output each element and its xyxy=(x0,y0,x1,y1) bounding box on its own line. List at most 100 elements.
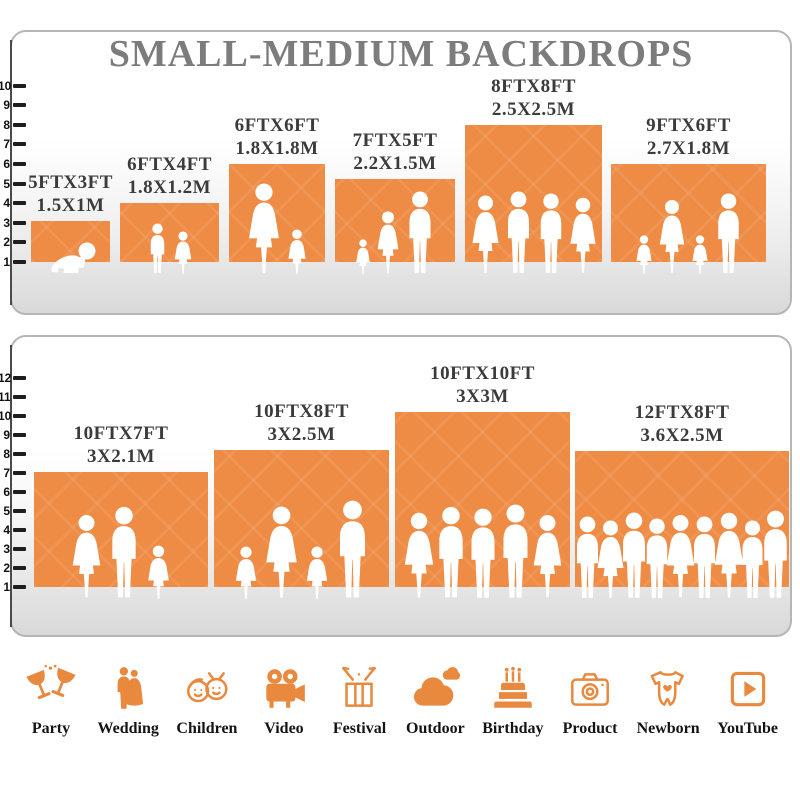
woman-silhouette-icon xyxy=(72,515,101,598)
ruler-tick xyxy=(13,585,26,589)
ruler-tick xyxy=(13,181,26,186)
ruler-tick xyxy=(13,83,26,88)
category-newborn: Newborn xyxy=(637,658,700,738)
size-meters: 2.5X2.5M xyxy=(491,99,576,120)
ruler-tick-label: 1 xyxy=(3,255,10,269)
ruler-tick xyxy=(13,220,26,225)
woman-silhouette-icon xyxy=(569,197,596,273)
size-meters: 3X2.1M xyxy=(87,446,155,467)
page-title: SMALL-MEDIUM BACKDROPS xyxy=(108,33,694,75)
woman-silhouette-icon xyxy=(404,512,433,598)
woman-silhouette-icon xyxy=(377,211,399,274)
man-silhouette-icon xyxy=(717,193,739,273)
size-meters: 3X2.5M xyxy=(267,424,336,445)
backdrop-size-label: 10FTX8FT 3X2.5M xyxy=(109,400,494,446)
woman-silhouette-icon xyxy=(659,199,684,273)
backdrop-size-label: 7FTX5FT 2.2X1.5M xyxy=(263,129,527,175)
birthday-icon xyxy=(488,658,538,714)
backdrop-6ftx6ft: 6FTX6FT 1.8X1.8M xyxy=(229,115,325,275)
category-label: Festival xyxy=(332,720,387,737)
youtube-icon xyxy=(723,658,773,714)
backdrop-rect xyxy=(120,203,219,262)
ruler-tick xyxy=(13,376,26,380)
size-feet: 10FTX8FT xyxy=(254,401,349,422)
festival-icon xyxy=(334,658,384,714)
silhouette-group xyxy=(146,223,194,275)
backdrop-size-label: 5FTX3FT 1.5X1M xyxy=(0,171,157,217)
man-silhouette-icon xyxy=(503,504,527,598)
ruler-tick xyxy=(13,528,26,532)
category-label: Video xyxy=(264,720,304,737)
category-birthday: Birthday xyxy=(482,658,544,738)
ruler-tick xyxy=(13,490,26,494)
category-outdoor: Outdoor xyxy=(406,658,465,738)
ruler-tick xyxy=(13,122,26,127)
girl-silhouette-icon xyxy=(636,235,651,275)
ruler-axis-line xyxy=(10,345,12,627)
size-meters: 3.6X2.5M xyxy=(640,425,724,446)
girl-silhouette-icon xyxy=(288,229,306,275)
backdrop-size-label: 10FTX7FT 3X2.1M xyxy=(0,422,312,468)
ruler-tick-label: 2 xyxy=(3,235,10,250)
silhouette-group xyxy=(246,183,309,275)
backdrop-6ftx4ft: 6FTX4FT 1.8X1.2M xyxy=(120,154,219,275)
ruler-tick xyxy=(13,452,26,456)
girl-silhouette-icon xyxy=(306,546,327,599)
category-label: Outdoor xyxy=(406,720,465,737)
ruler-tick xyxy=(13,566,26,570)
ruler-tick xyxy=(13,201,26,206)
silhouette-group xyxy=(45,241,97,275)
ruler-tick-label: 8 xyxy=(3,447,10,461)
ruler-tick-label: 12 xyxy=(0,371,12,385)
ruler-tick-label: 7 xyxy=(3,137,10,152)
backdrop-7ftx5ft: 7FTX5FT 2.2X1.5M xyxy=(335,130,455,275)
man-silhouette-icon xyxy=(540,193,561,273)
backdrop-8ftx8ft: 8FTX8FT 2.5X2.5M xyxy=(465,76,602,273)
backdrop-rect xyxy=(335,179,455,262)
ruler-tick xyxy=(13,162,26,166)
ruler-tick-label: 4 xyxy=(3,523,10,537)
backdrop-size-label: 6FTX6FT 1.8X1.8M xyxy=(171,114,382,160)
man-silhouette-icon xyxy=(339,500,365,598)
ruler-tick-label: 6 xyxy=(3,485,10,499)
size-meters: 2.7X1.8M xyxy=(646,138,731,159)
ruler-tick xyxy=(13,509,26,513)
size-feet: 7FTX5FT xyxy=(352,130,438,151)
backdrop-size-label: 10FTX10FT 3X3M xyxy=(290,362,675,408)
backdrop-rect xyxy=(611,164,766,262)
backdrop-size-label: 8FTX8FT 2.5X2.5M xyxy=(383,75,684,121)
ruler-tick-label: 1 xyxy=(3,580,10,594)
category-label: Children xyxy=(176,720,238,737)
category-wedding: Wedding xyxy=(98,658,159,738)
silhouette-group xyxy=(401,504,564,600)
category-youtube: YouTube xyxy=(717,658,778,738)
category-festival: Festival xyxy=(330,658,388,738)
backdrop-10ftx7ft: 10FTX7FT 3X2.1M xyxy=(34,423,208,599)
size-feet: 9FTX6FT xyxy=(646,115,731,136)
boy-silhouette-icon xyxy=(150,223,164,273)
size-feet: 12FTX8FT xyxy=(634,402,730,423)
ruler-tick xyxy=(13,414,26,418)
size-meters: 1.5X1M xyxy=(36,195,105,216)
ruler-tick-label: 8 xyxy=(3,117,10,132)
product-icon xyxy=(565,658,615,714)
girl-silhouette-icon xyxy=(692,235,707,275)
children-icon xyxy=(182,658,232,714)
backdrop-rect xyxy=(31,221,110,262)
backdrop-12ftx8ft: 12FTX8FT 3.6X2.5M xyxy=(575,402,789,598)
ruler-tick-label: 7 xyxy=(3,466,10,480)
backdrop-10ftx10ft: 10FTX10FT 3X3M xyxy=(395,363,570,598)
ruler-tick-label: 4 xyxy=(3,196,10,211)
backdrop-size-label: 9FTX6FT 2.7X1.8M xyxy=(518,114,800,160)
woman-silhouette-icon xyxy=(533,515,561,598)
ruler-tick-label: 10 xyxy=(0,409,12,423)
man-silhouette-icon xyxy=(764,510,787,598)
ruler-tick xyxy=(13,240,26,245)
category-product: Product xyxy=(561,658,619,738)
size-feet: 10FTX7FT xyxy=(73,423,169,444)
backdrop-size-label: 12FTX8FT 3.6X2.5M xyxy=(447,401,800,447)
ruler-tick-label: 3 xyxy=(3,542,10,556)
size-feet: 8FTX8FT xyxy=(491,76,576,97)
ruler-tick-label: 9 xyxy=(3,98,10,113)
silhouette-group xyxy=(354,191,436,275)
